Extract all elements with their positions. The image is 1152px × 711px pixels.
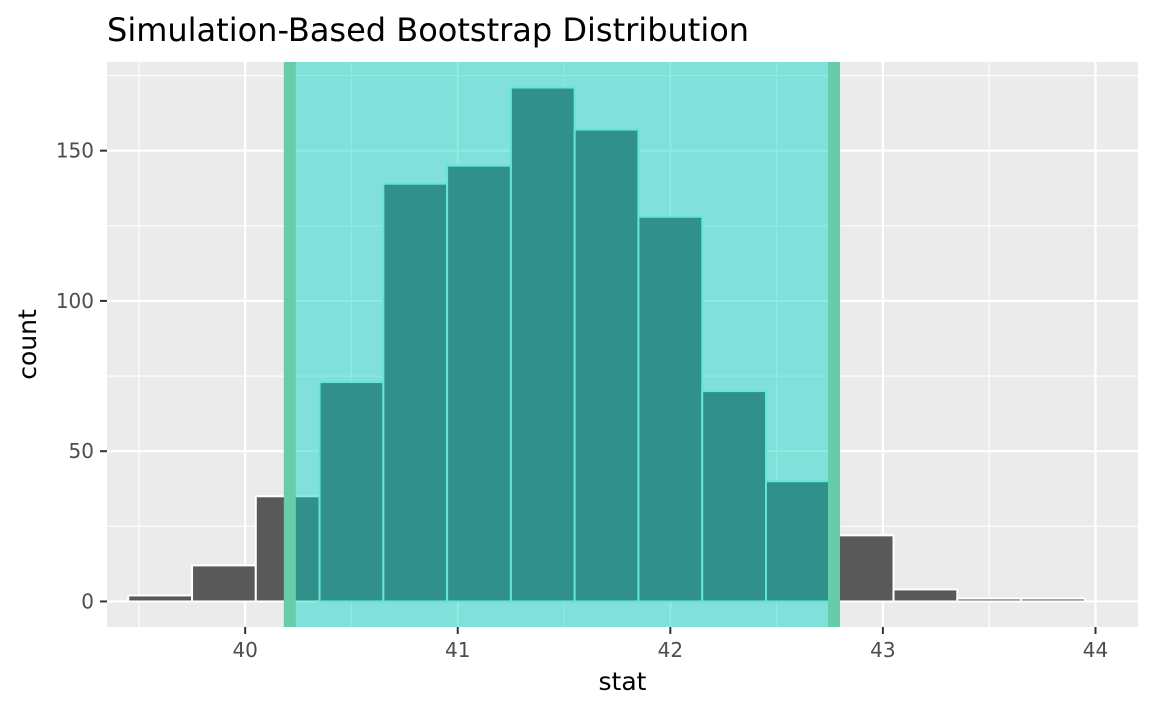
histogram-bar [509,86,576,603]
chart-title: Simulation-Based Bootstrap Distribution [107,11,749,49]
y-tick-label: 100 [56,289,94,313]
x-axis-title: stat [599,667,647,696]
histogram-bar [1020,597,1086,603]
histogram-bar [446,164,512,603]
y-axis: 0 50 100 150 [56,139,107,613]
x-tick-label: 42 [658,638,683,662]
histogram-bar [191,564,257,603]
x-tick-label: 44 [1083,638,1108,662]
x-tick-label: 41 [445,638,470,662]
histogram-bar [127,594,194,603]
x-tick-label: 40 [232,638,257,662]
ci-shade [289,62,835,627]
histogram-bar [892,588,959,603]
histogram-bars [127,86,1086,603]
confidence-interval [283,62,841,627]
histogram-bar [637,215,704,603]
y-axis-title: count [13,309,42,380]
histogram-bar [701,390,767,603]
histogram-bar [828,534,895,603]
y-tick-label: 150 [56,139,94,163]
x-axis: 40 41 42 43 44 [232,627,1108,662]
x-tick-label: 43 [870,638,895,662]
y-tick-label: 50 [69,439,94,463]
histogram-bar [764,480,831,603]
y-tick-label: 0 [81,589,94,613]
histogram-bar [956,597,1023,603]
histogram-bar [382,182,449,603]
